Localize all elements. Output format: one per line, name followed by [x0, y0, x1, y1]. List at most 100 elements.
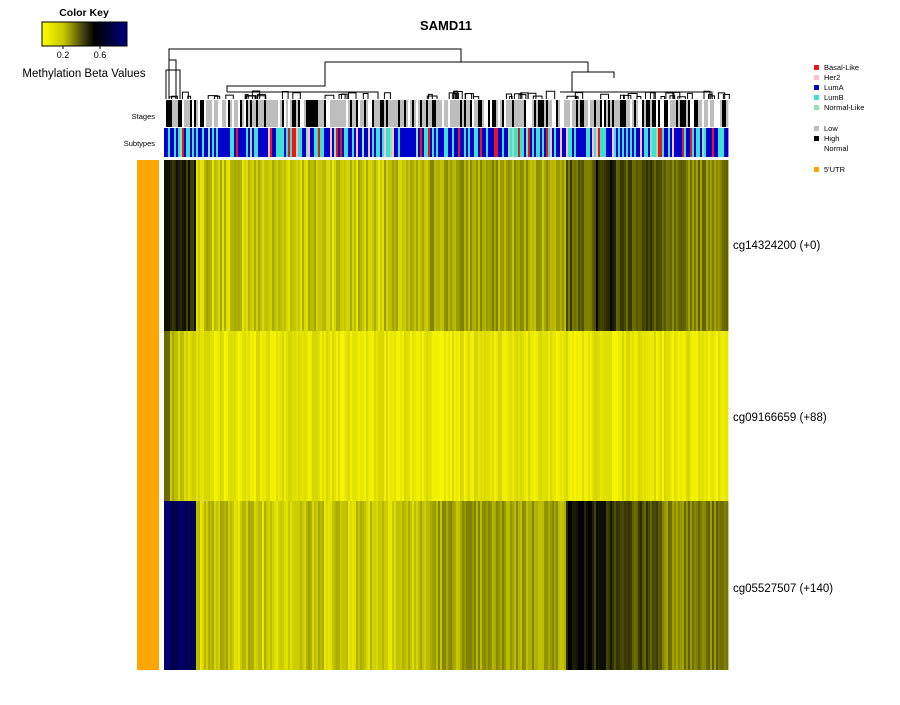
stage-mark [226, 100, 229, 127]
heatmap-cell [336, 331, 339, 501]
heatmap-cell [620, 160, 623, 331]
heatmap-cell [618, 501, 621, 670]
subtype-mark [458, 128, 461, 157]
heatmap-cell [634, 160, 637, 331]
subtype-mark [278, 128, 281, 157]
heatmap-cell [366, 331, 369, 501]
heatmap-cell [458, 160, 461, 331]
subtype-mark [346, 128, 349, 157]
heatmap-cell [522, 331, 525, 501]
stage-mark [176, 100, 179, 127]
subtype-mark [258, 128, 261, 157]
stage-mark [688, 100, 691, 127]
subtype-mark [562, 128, 565, 157]
subtype-mark [504, 128, 507, 157]
heatmap-cell [704, 501, 707, 670]
subtype-mark [388, 128, 391, 157]
heatmap-cell [308, 331, 311, 501]
subtype-mark [672, 128, 675, 157]
heatmap-cell [206, 501, 209, 670]
heatmap-cell [558, 501, 561, 670]
heatmap-cell [214, 160, 217, 331]
heatmap-cell [388, 501, 391, 670]
heatmap-cell [684, 160, 687, 331]
subtype-mark [444, 128, 447, 157]
heatmap-cell [398, 501, 401, 670]
legend: Basal-LikeHer2LumALumBNormal-LikeLowHigh… [814, 63, 864, 174]
heatmap-cell [510, 160, 513, 331]
heatmap-cell [604, 160, 607, 331]
heatmap-cell [198, 331, 201, 501]
heatmap-cell [196, 331, 199, 501]
heatmap-cell [306, 160, 309, 331]
heatmap-cell [370, 331, 373, 501]
heatmap-cell [530, 331, 533, 501]
heatmap-cell [562, 160, 565, 331]
subtype-mark [590, 128, 593, 157]
heatmap-cell [532, 160, 535, 331]
heatmap-cell [650, 160, 653, 331]
heatmap-cell [300, 501, 303, 670]
heatmap-cell [592, 160, 595, 331]
subtype-mark [680, 128, 683, 157]
heatmap-cell [554, 160, 557, 331]
stage-mark [280, 100, 283, 127]
heatmap-cell [264, 331, 267, 501]
subtype-mark [506, 128, 509, 157]
heatmap-cell [622, 160, 625, 331]
subtype-mark [446, 128, 449, 157]
stage-mark [498, 100, 501, 127]
stage-mark [524, 100, 527, 127]
subtype-mark [684, 128, 687, 157]
heatmap-cell [630, 160, 633, 331]
stage-mark [724, 100, 727, 127]
heatmap-cell [454, 331, 457, 501]
heatmap-cell [510, 331, 513, 501]
heatmap-cell [402, 331, 405, 501]
heatmap-cell [486, 501, 489, 670]
heatmap-cell [596, 501, 599, 670]
stage-mark [708, 100, 711, 127]
subtype-mark [712, 128, 715, 157]
heatmap-cell [390, 501, 393, 670]
heatmap-cell [300, 331, 303, 501]
stage-mark [380, 100, 383, 127]
heatmap-cell [526, 501, 529, 670]
heatmap-cell [292, 160, 295, 331]
heatmap-cell [214, 331, 217, 501]
heatmap-cells [164, 160, 729, 670]
heatmap-cell [380, 331, 383, 501]
heatmap-cell [442, 501, 445, 670]
dendrogram-branch [187, 95, 192, 99]
stage-mark [370, 100, 373, 127]
heatmap-cell [626, 501, 629, 670]
heatmap-cell [348, 331, 351, 501]
heatmap-cell [376, 331, 379, 501]
stage-mark [484, 100, 487, 127]
heatmap-cell [518, 331, 521, 501]
subtype-mark [720, 128, 723, 157]
heatmap-cell [650, 501, 653, 670]
stage-mark [192, 100, 195, 127]
dendrogram-branch [520, 92, 529, 99]
heatmap-cell [440, 501, 443, 670]
stage-mark [464, 100, 467, 127]
heatmap-cell [204, 160, 207, 331]
heatmap-cell [726, 501, 729, 670]
heatmap-cell [476, 331, 479, 501]
heatmap-cell [182, 331, 185, 501]
subtype-mark [246, 128, 249, 157]
stage-mark [580, 100, 583, 127]
subtype-mark [260, 128, 263, 157]
subtype-mark [176, 128, 179, 157]
heatmap-cell [384, 160, 387, 331]
stage-mark [584, 100, 587, 127]
heatmap-cell [676, 160, 679, 331]
stage-mark [204, 100, 207, 127]
heatmap-cell [338, 501, 341, 670]
heatmap-cell [548, 501, 551, 670]
stage-mark [282, 100, 285, 127]
heatmap-cell [572, 331, 575, 501]
stage-mark [248, 100, 251, 127]
color-key-tick-0: 0.2 [57, 50, 70, 60]
